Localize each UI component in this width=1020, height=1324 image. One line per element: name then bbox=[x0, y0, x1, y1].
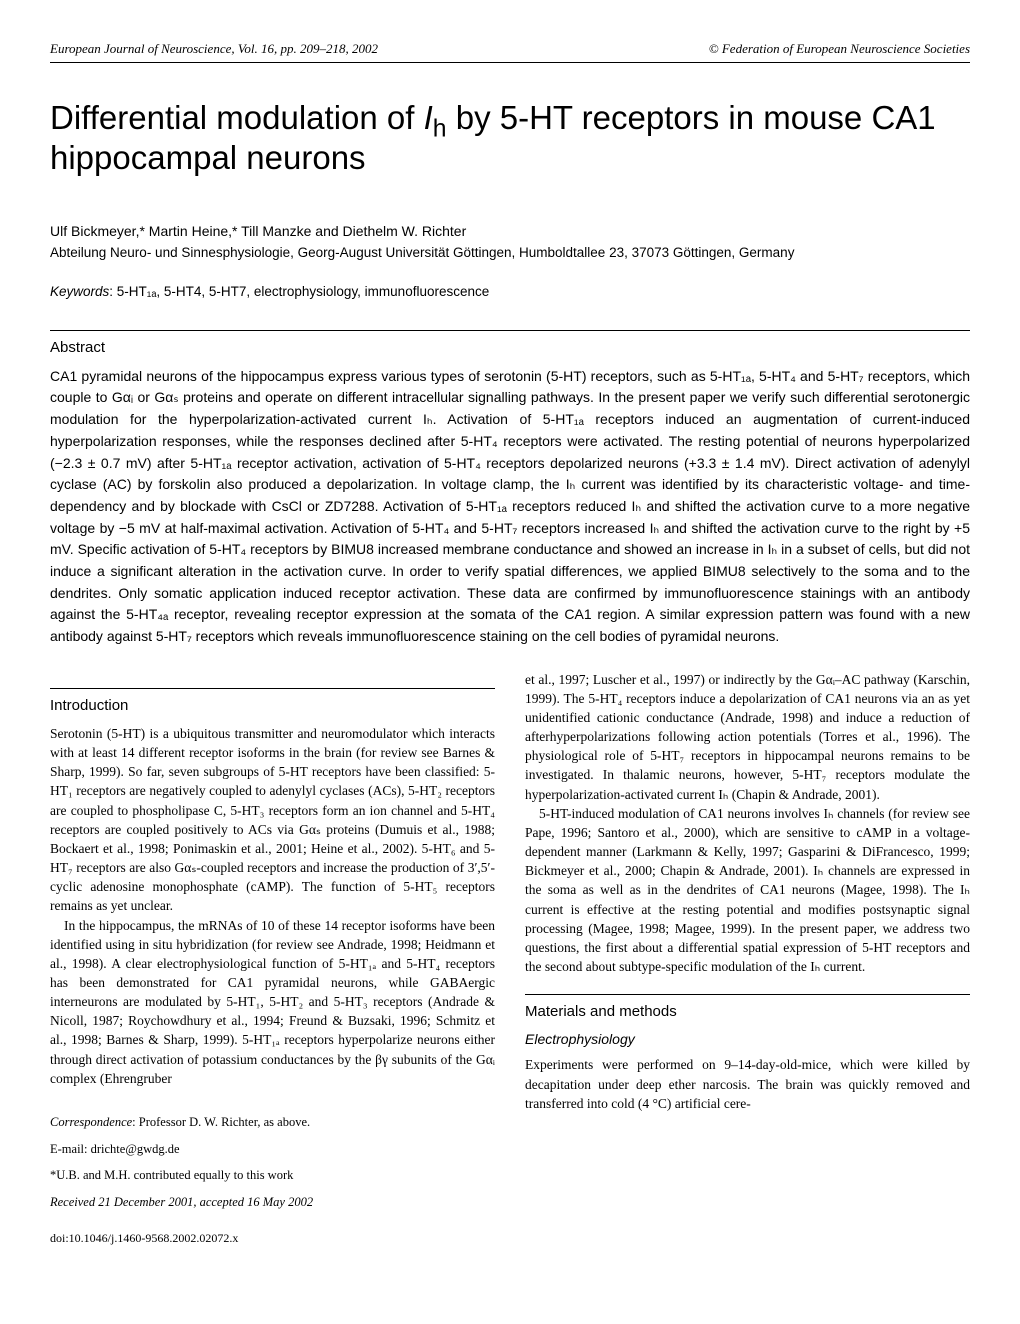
title-pre: Differential modulation of bbox=[50, 99, 424, 136]
contribution-note: *U.B. and M.H. contributed equally to th… bbox=[50, 1166, 495, 1185]
correspondence-line: Correspondence: Professor D. W. Richter,… bbox=[50, 1113, 495, 1132]
title-ital: I bbox=[424, 99, 433, 136]
header-bar: European Journal of Neuroscience, Vol. 1… bbox=[50, 40, 970, 63]
copyright-text: © Federation of European Neuroscience So… bbox=[709, 40, 970, 58]
intro-paragraph-2: In the hippocampus, the mRNAs of 10 of t… bbox=[50, 916, 495, 1088]
methods-paragraph-1: Experiments were performed on 9–14-day-o… bbox=[525, 1055, 970, 1112]
intro-paragraph-1: Serotonin (5-HT) is a ubiquitous transmi… bbox=[50, 724, 495, 916]
right-paragraph-2: 5-HT-induced modulation of CA1 neurons i… bbox=[525, 804, 970, 976]
received-line: Received 21 December 2001, accepted 16 M… bbox=[50, 1193, 495, 1212]
keywords-label: Keywords bbox=[50, 284, 109, 299]
correspondence-text: : Professor D. W. Richter, as above. bbox=[132, 1115, 310, 1129]
right-column: et al., 1997; Luscher et al., 1997) or i… bbox=[525, 670, 970, 1247]
introduction-heading: Introduction bbox=[50, 688, 495, 716]
article-title: Differential modulation of Ih by 5-HT re… bbox=[50, 98, 970, 177]
keywords-text: : 5-HT₁ₐ, 5-HT4, 5-HT7, electrophysiolog… bbox=[109, 284, 489, 299]
abstract-heading: Abstract bbox=[50, 330, 970, 358]
abstract-body: CA1 pyramidal neurons of the hippocampus… bbox=[50, 366, 970, 648]
two-column-body: Introduction Serotonin (5-HT) is a ubiqu… bbox=[50, 670, 970, 1247]
title-sub: h bbox=[433, 116, 447, 143]
authors-line: Ulf Bickmeyer,* Martin Heine,* Till Manz… bbox=[50, 222, 970, 242]
correspondence-label: Correspondence bbox=[50, 1115, 132, 1129]
right-paragraph-1: et al., 1997; Luscher et al., 1997) or i… bbox=[525, 670, 970, 804]
journal-ref: European Journal of Neuroscience, Vol. 1… bbox=[50, 40, 378, 58]
keywords-line: Keywords: 5-HT₁ₐ, 5-HT4, 5-HT7, electrop… bbox=[50, 283, 970, 302]
affiliation-line: Abteilung Neuro- und Sinnesphysiologie, … bbox=[50, 244, 970, 263]
methods-heading: Materials and methods bbox=[525, 994, 970, 1022]
doi-line: doi:10.1046/j.1460-9568.2002.02072.x bbox=[50, 1230, 495, 1247]
email-line: E-mail: drichte@gwdg.de bbox=[50, 1140, 495, 1159]
left-column: Introduction Serotonin (5-HT) is a ubiqu… bbox=[50, 670, 495, 1247]
methods-subheading: Electrophysiology bbox=[525, 1030, 970, 1050]
correspondence-block: Correspondence: Professor D. W. Richter,… bbox=[50, 1113, 495, 1212]
